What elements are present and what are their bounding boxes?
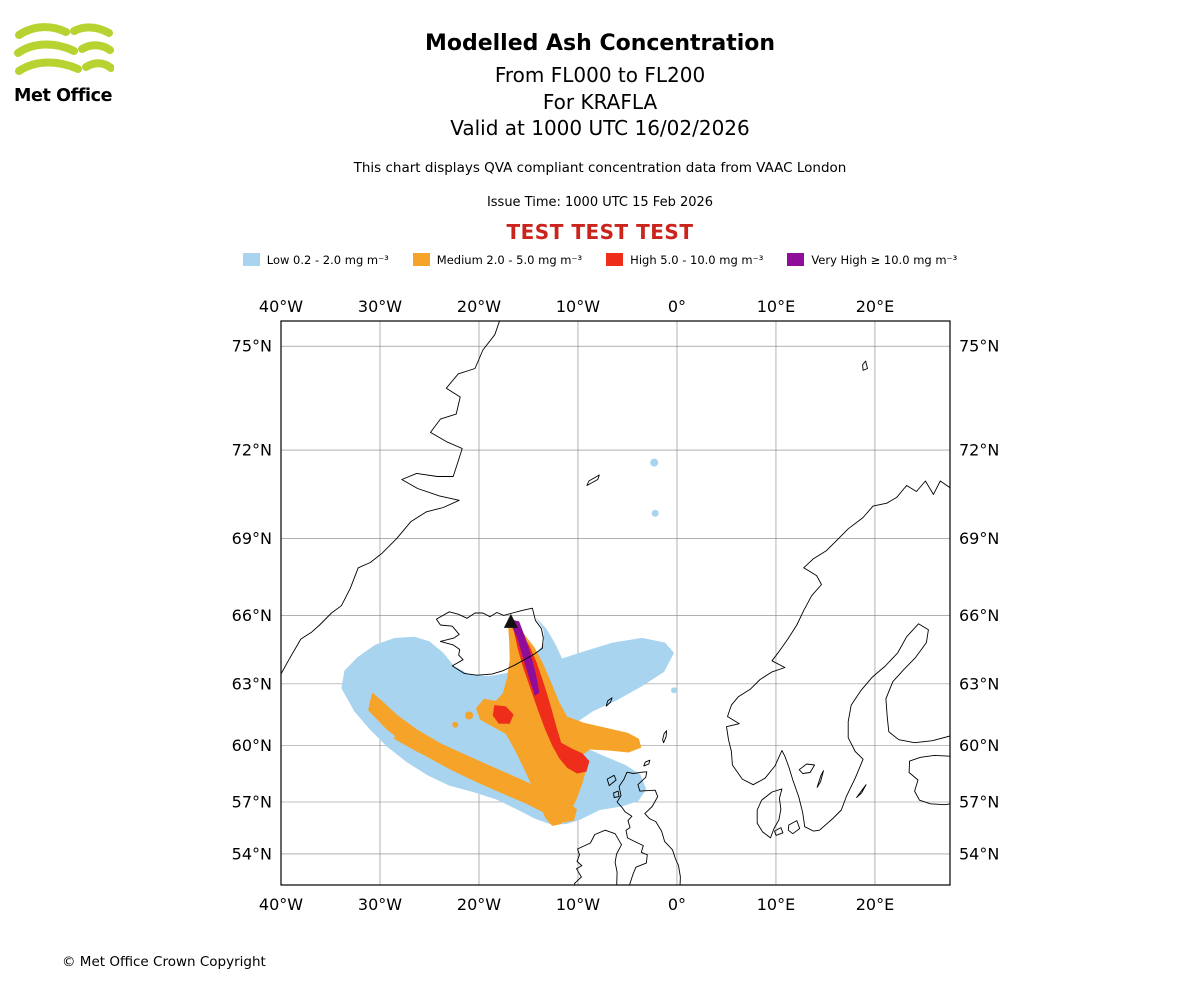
plume-medium-inner-streak [393,730,463,772]
copyright-notice: © Met Office Crown Copyright [62,954,266,970]
coastline-faroes [605,697,613,707]
lat-tick-label-left: 57°N [232,792,272,811]
lon-tick-label-bottom: 10°E [757,895,795,914]
plume-medium-main [476,621,642,826]
plume-speck [465,711,474,720]
coastline-gotland [856,784,867,798]
lon-tick-label-top: 30°W [358,297,402,316]
subtitle-volcano: For KRAFLA [542,89,658,114]
legend-swatch-low [242,253,260,266]
met-office-logo-waves [14,23,114,75]
legend-swatch-high [606,253,624,266]
met-office-logo: Met Office [14,22,134,106]
lat-tick-label-right: 66°N [959,606,999,625]
legend-label-low: Low 0.2 - 2.0 mg m⁻³ [266,252,389,267]
legend-label-medium: Medium 2.0 - 5.0 mg m⁻³ [436,252,583,267]
lon-tick-label-bottom: 20°E [856,895,894,914]
legend-label-high: High 5.0 - 10.0 mg m⁻³ [630,252,764,267]
coastline-orkney [643,759,651,767]
plume-very-high-streak [508,619,540,696]
lon-tick-label-bottom: 40°W [259,895,303,914]
lon-tick-label-bottom: 10°W [556,895,600,914]
lat-tick-label-left: 66°N [232,606,272,625]
legend-item-low: Low 0.2 - 2.0 mg m⁻³ [242,252,389,267]
coastline-zealand [787,820,801,835]
lon-tick-label-top: 40°W [259,297,303,316]
lat-tick-label-left: 72°N [232,441,272,460]
lon-tick-label-top: 10°E [757,297,795,316]
lat-tick-label-right: 69°N [959,529,999,548]
coastline-lake-vattern [816,770,824,788]
coastline-scandinavia [726,480,950,832]
lat-tick-label-left: 54°N [232,844,272,863]
coastline-great-britain [616,771,681,885]
legend-label-very_high: Very High ≥ 10.0 mg m⁻³ [811,252,958,267]
lat-tick-label-right: 57°N [959,792,999,811]
legend-item-medium: Medium 2.0 - 5.0 mg m⁻³ [412,252,583,267]
coastline-baltic-south [908,754,950,806]
plume-speck [650,458,659,467]
coastline-jutland [756,788,783,839]
header-block: Modelled Ash Concentration From FL000 to… [0,0,1200,267]
qva-description: This chart displays QVA compliant concen… [353,159,847,176]
lat-tick-label-left: 63°N [232,674,272,693]
legend-item-high: High 5.0 - 10.0 mg m⁻³ [606,253,763,267]
lat-tick-label-right: 75°N [959,337,999,356]
met-office-logo-text: Met Office [14,86,113,106]
ash-plumes [341,458,677,826]
lat-tick-label-right: 72°N [959,441,999,460]
map-border [280,320,951,886]
legend-swatch-very_high [787,253,805,266]
coastline-jan-mayen [586,474,600,486]
volcano-marker [503,613,518,628]
legend-item-very_high: Very High ≥ 10.0 mg m⁻³ [787,253,957,267]
coastline-iceland [435,607,544,676]
coastline-funen [774,827,784,836]
plume-medium-west-band [368,692,577,823]
lat-tick-label-right: 60°N [959,736,999,755]
chart-title: Modelled Ash Concentration [424,31,776,56]
subtitle-valid-time: Valid at 1000 UTC 16/02/2026 [450,116,750,140]
lat-tick-label-right: 63°N [959,674,999,693]
lat-tick-label-left: 69°N [232,529,272,548]
coastline-lewis [606,774,617,787]
lon-tick-label-top: 20°W [457,297,501,316]
issue-time: Issue Time: 1000 UTC 15 Feb 2026 [486,194,714,210]
lon-tick-label-bottom: 20°W [457,895,501,914]
coastline-shetland [662,730,668,744]
legend: Low 0.2 - 2.0 mg m⁻³ Medium 2.0 - 5.0 mg … [0,253,1200,267]
coastlines [281,321,950,885]
lon-tick-label-bottom: 0° [668,895,686,914]
plume-high-west-blob [492,705,514,724]
plume-speck [671,687,677,694]
test-banner: TEST TEST TEST [506,219,694,244]
lon-tick-label-top: 0° [668,297,686,316]
plume-speck [452,721,459,728]
coastline-ireland [574,829,622,885]
coastline-lake-vanern [798,763,816,774]
lon-tick-label-top: 20°E [856,297,894,316]
legend-swatch-medium [412,253,430,266]
lon-tick-label-bottom: 30°W [358,895,402,914]
lat-tick-label-left: 75°N [232,337,272,356]
coastline-skye [613,790,620,798]
coastline-bear-island [862,360,868,371]
lat-tick-label-left: 60°N [232,736,272,755]
coastline-greenland [281,321,501,675]
subtitle-flight-levels: From FL000 to FL200 [494,63,706,87]
lon-tick-label-top: 10°W [556,297,600,316]
lat-tick-label-right: 54°N [959,844,999,863]
plume-speck [651,509,659,517]
